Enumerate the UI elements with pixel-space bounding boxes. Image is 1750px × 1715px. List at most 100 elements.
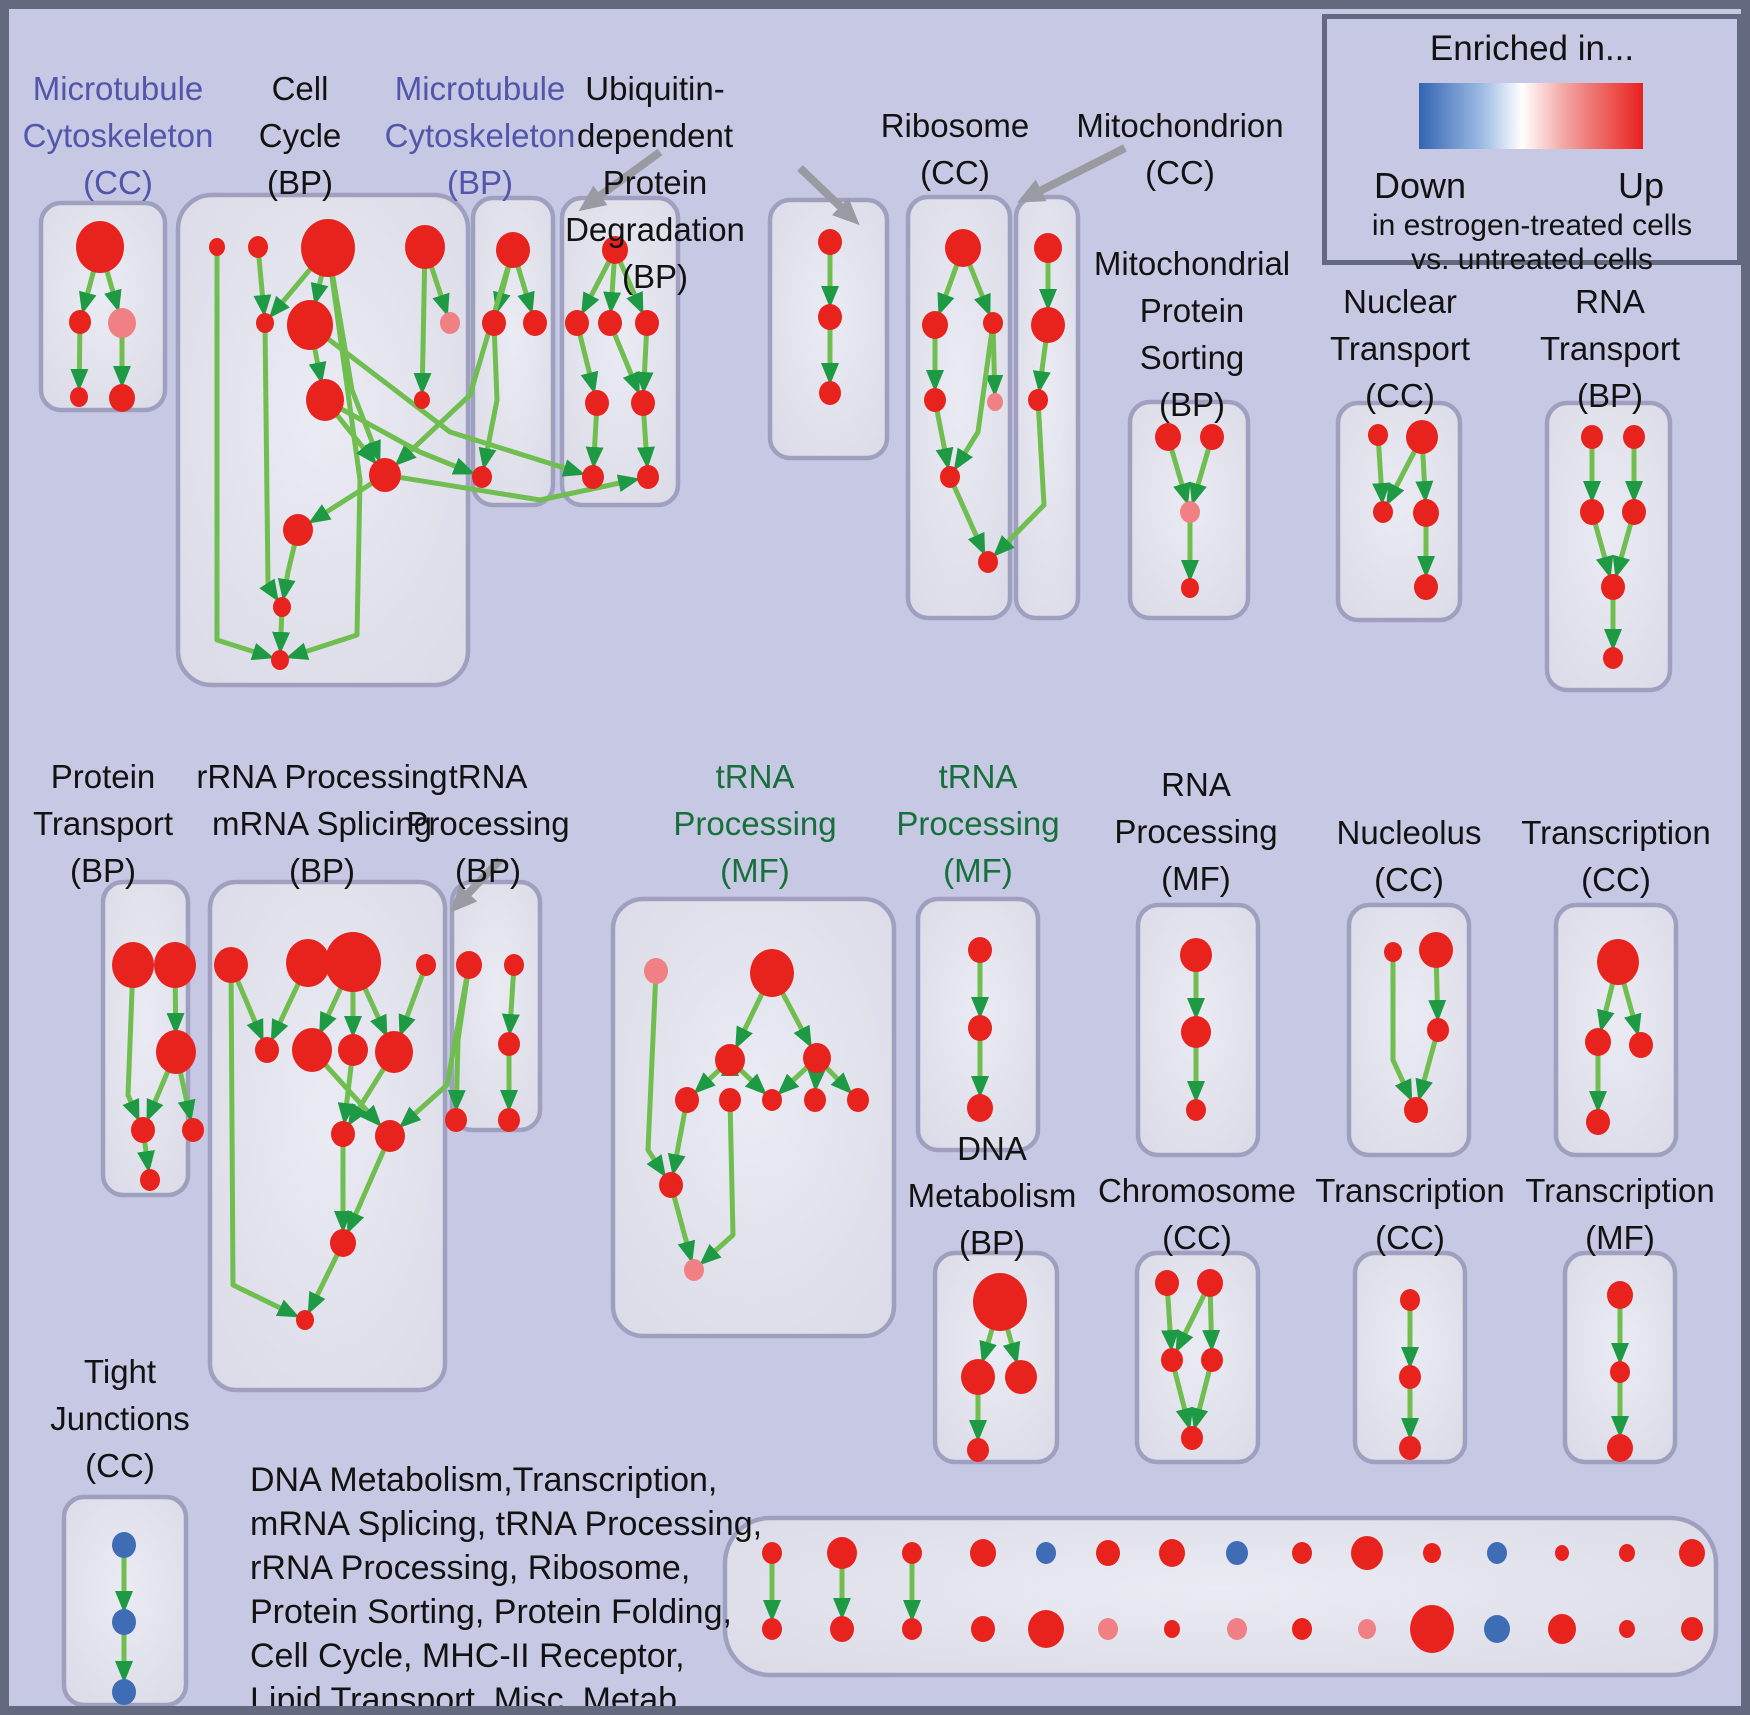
gene-set-node-down [1487, 1542, 1507, 1564]
gene-set-node-slight-up [108, 308, 136, 338]
gene-set-node-up [1585, 1028, 1611, 1056]
edge [501, 974, 520, 1037]
gene-set-node-up [498, 1032, 520, 1056]
gene-set-node-up [1580, 499, 1604, 525]
gene-set-node-up [1555, 1545, 1569, 1561]
edge [1202, 1295, 1221, 1353]
gene-set-node-up [416, 954, 436, 976]
edge [777, 1065, 809, 1096]
edge [577, 334, 599, 395]
gene-set-node-up [827, 1537, 857, 1569]
gene-set-node-up [719, 1088, 741, 1112]
edge [122, 985, 140, 1122]
cross-edge [992, 409, 1047, 558]
gene-set-node-up [804, 1088, 826, 1112]
gene-set-node-up [1400, 1289, 1420, 1311]
group-box-tight-junctions-cc [61, 1494, 189, 1708]
edge [270, 981, 301, 1042]
label-pointer-arrow [578, 148, 663, 212]
gene-set-node-up [635, 310, 659, 336]
edge [104, 269, 122, 313]
edge [1190, 1370, 1212, 1431]
gene-set-node-up [715, 1044, 745, 1076]
edge [1428, 966, 1447, 1023]
edge [137, 1141, 155, 1174]
gene-set-node-up [1181, 1426, 1203, 1450]
edge [1386, 450, 1417, 506]
gene-set-node-up [968, 937, 992, 963]
edge [319, 986, 344, 1035]
gene-set-node-up [1155, 1270, 1179, 1296]
gene-set-node-up [1368, 424, 1388, 446]
edge [272, 615, 291, 655]
edge [347, 1148, 387, 1234]
gene-set-node-up [637, 465, 659, 489]
gene-set-node-up [504, 954, 524, 976]
edge [581, 260, 612, 316]
edge [824, 1066, 853, 1095]
gene-set-node-up [585, 390, 609, 416]
gene-set-node-up [1180, 938, 1212, 972]
gene-set-node-up [154, 942, 196, 988]
gene-set-node-up [803, 1043, 831, 1073]
gene-set-node-up [1155, 423, 1181, 451]
gene-set-node-up [414, 391, 430, 409]
gene-set-node-up [565, 310, 589, 336]
gene-set-node-up [902, 1618, 922, 1640]
gene-set-node-up [1373, 501, 1393, 523]
gene-set-node-up [762, 1089, 782, 1111]
gene-set-node-up [940, 466, 960, 488]
annotation-line: Lipid Transport, Misc. Metab. [250, 1681, 687, 1715]
group-box-nuclear-transport-cc [1335, 400, 1463, 623]
gene-set-node-up [331, 1121, 355, 1147]
gene-set-node-up [523, 310, 547, 336]
gene-set-node-up [973, 1273, 1027, 1331]
gene-set-node-up [762, 1618, 782, 1640]
gene-set-node-up [847, 1088, 869, 1112]
gene-set-node-up [283, 514, 313, 546]
legend-up-label: Up [1617, 165, 1665, 206]
cross-edge [340, 406, 476, 475]
annotation-line: rRNA Processing, Ribosome, [250, 1549, 691, 1587]
gene-set-node-up [971, 1616, 995, 1642]
edge [413, 266, 432, 396]
group-box-rrna-processing-mrna-splicing-bp [207, 879, 448, 1393]
gene-set-node-up [1351, 1536, 1383, 1570]
legend-caption-line2: vs. untreated cells [1411, 243, 1653, 276]
edge [1189, 447, 1212, 506]
gene-set-node-up [1292, 1542, 1312, 1564]
gene-set-node-up [1159, 1539, 1185, 1567]
gene-set-node-up [1601, 574, 1625, 600]
edge [308, 347, 327, 385]
gene-set-node-up [945, 229, 981, 267]
gene-set-node-up [256, 313, 274, 333]
gene-set-node-up [1622, 499, 1646, 525]
gene-set-node-slight-up [644, 958, 668, 984]
gene-set-node-up [1181, 1016, 1211, 1048]
edge [934, 410, 954, 471]
gene-set-node-up [1427, 1018, 1449, 1042]
gene-set-node-slight-up [684, 1259, 704, 1281]
gene-set-node-up [1181, 578, 1199, 598]
gene-set-node-up [1619, 1620, 1635, 1638]
gene-set-node-up [338, 1034, 368, 1066]
gene-set-node-up [1423, 1543, 1441, 1563]
gene-set-node-up [109, 384, 135, 412]
gene-set-node-up [902, 1542, 922, 1564]
label-pointer-arrow [449, 857, 503, 913]
gene-set-node-up [1623, 425, 1645, 449]
gene-set-node-slight-up [1358, 1619, 1376, 1639]
gene-set-node-down [1036, 1542, 1056, 1564]
gene-set-node-up [659, 1172, 683, 1198]
gene-set-node-up [1414, 574, 1438, 600]
edge [308, 481, 373, 524]
gene-set-node-up [301, 219, 355, 277]
group-box-microtubule-cytoskeleton-cc [38, 200, 168, 413]
gene-set-node-up [819, 381, 841, 405]
edge [1372, 444, 1391, 506]
edge [1597, 981, 1616, 1033]
edge [268, 267, 313, 319]
edge [398, 973, 425, 1037]
